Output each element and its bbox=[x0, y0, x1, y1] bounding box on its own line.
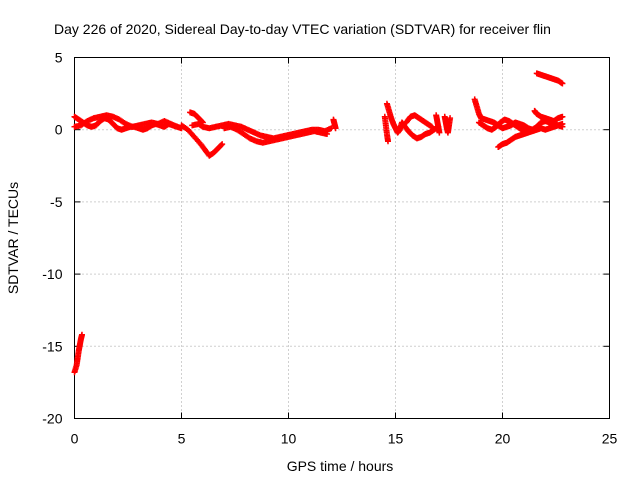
data-point bbox=[436, 129, 443, 136]
y-tick-label: -10 bbox=[42, 266, 62, 282]
data-point bbox=[78, 331, 85, 338]
data-point bbox=[324, 131, 331, 138]
data-point bbox=[559, 80, 566, 87]
y-tick-label: -5 bbox=[50, 194, 63, 210]
data-point bbox=[447, 115, 454, 122]
grid bbox=[74, 57, 610, 419]
data-point bbox=[559, 113, 566, 120]
x-tick-label: 15 bbox=[388, 431, 404, 447]
data-point bbox=[428, 123, 435, 130]
x-tick-label: 5 bbox=[178, 431, 186, 447]
data-point bbox=[219, 141, 226, 148]
data-point bbox=[218, 142, 225, 149]
chart-title: Day 226 of 2020, Sidereal Day-to-day VTE… bbox=[54, 21, 551, 37]
data-point bbox=[559, 120, 566, 127]
x-tick-label: 20 bbox=[495, 431, 511, 447]
data-point bbox=[385, 138, 392, 145]
data-points bbox=[71, 70, 566, 376]
y-tick-label: -15 bbox=[42, 338, 62, 354]
y-tick-label: -20 bbox=[42, 411, 62, 427]
data-point bbox=[332, 125, 339, 132]
data-point bbox=[174, 123, 181, 130]
x-tick-label: 25 bbox=[602, 431, 618, 447]
y-tick-label: 0 bbox=[55, 122, 63, 138]
y-tick-label: 5 bbox=[55, 50, 63, 66]
x-tick-label: 10 bbox=[281, 431, 297, 447]
x-tick-label: 0 bbox=[71, 431, 79, 447]
y-axis-label: SDTVAR / TECUs bbox=[5, 182, 21, 294]
plot-frame bbox=[74, 57, 610, 419]
x-axis-label: GPS time / hours bbox=[287, 458, 394, 474]
axis-ticks: 0 5 10 15 20 25 -20 -15 -10 -5 0 5 bbox=[42, 50, 617, 447]
